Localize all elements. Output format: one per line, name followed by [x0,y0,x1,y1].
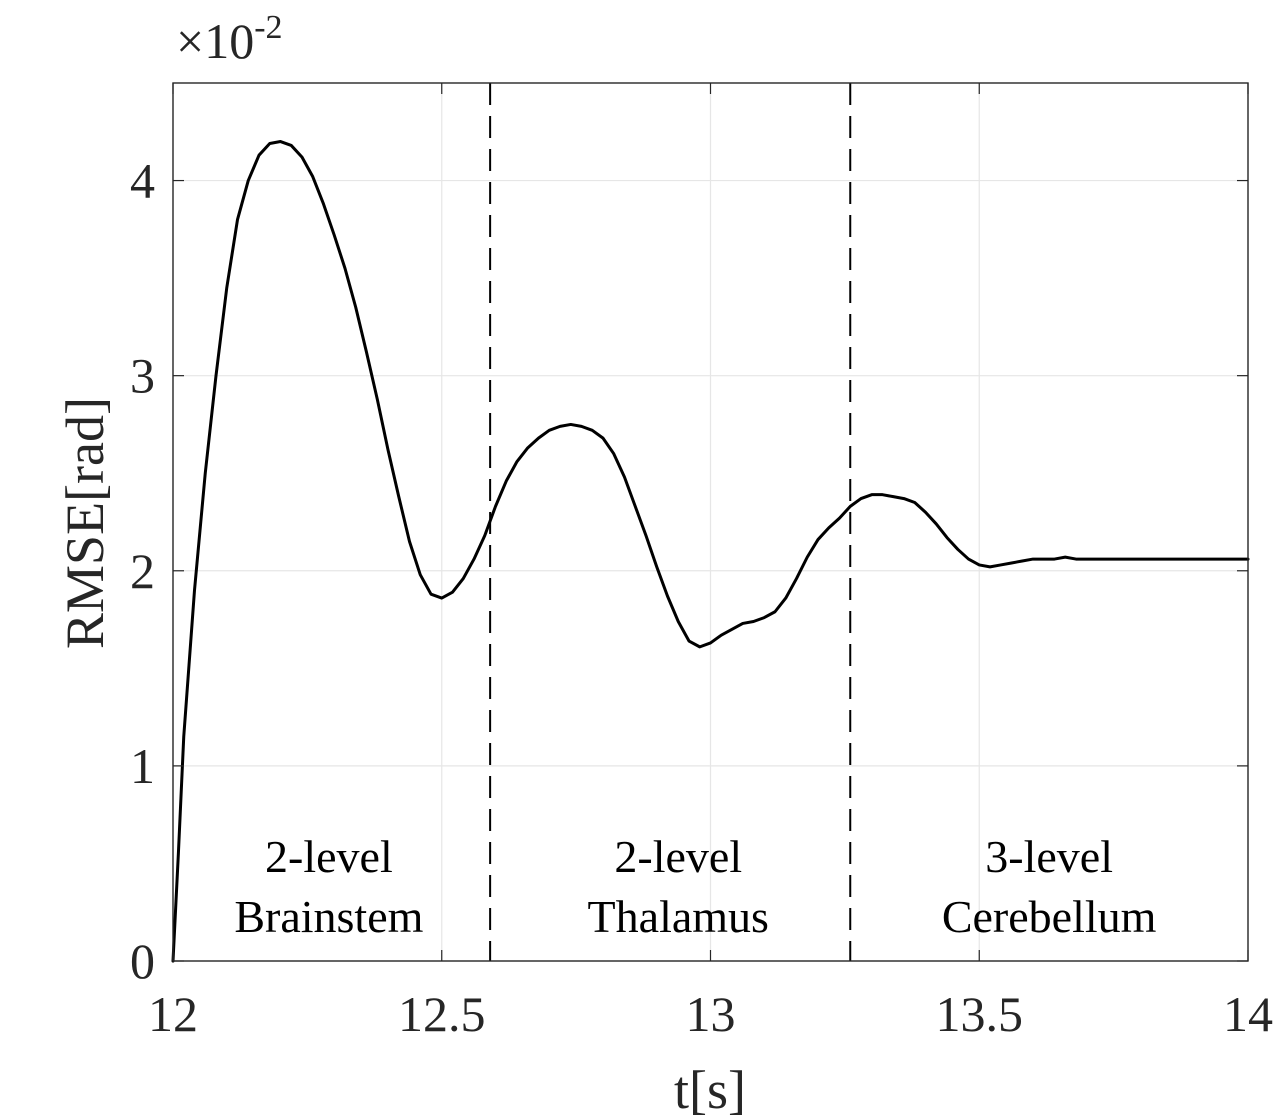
series-line-rmse [171,140,1250,963]
y-tick-label: 1 [130,738,155,794]
grid [172,83,1249,962]
region-cerebellum-line-2: Cerebellum [942,891,1157,942]
y-exponent-power: -2 [254,9,282,46]
x-tick-label: 13 [686,986,736,1042]
x-axis-label: t[s] [674,1060,746,1120]
series-layer [171,140,1250,963]
x-tick-label: 13.5 [936,986,1024,1042]
x-tick-label: 14 [1223,986,1273,1042]
y-axis-label: RMSE[rad] [55,397,115,649]
y-tick-label: 0 [130,933,155,989]
x-tick-label: 12.5 [398,986,486,1042]
region-brainstem-line-1: 2-level [265,831,393,882]
y-tick-label: 2 [130,543,155,599]
region-cerebellum-line-1: 3-level [985,831,1113,882]
region-thalamus-line-2: Thalamus [588,891,769,942]
y-tick-label: 3 [130,348,155,404]
y-exponent-base: ×10 [176,13,254,69]
region-boundaries [489,83,852,961]
y-exponent-label: ×10-2 [176,9,283,69]
region-annotations: 2-level Brainstem 2-level Thalamus 3-level Ce… [234,831,1156,942]
y-tick-label: 4 [130,153,155,209]
region-thalamus-line-1: 2-level [614,831,742,882]
region-brainstem-line-2: Brainstem [234,891,423,942]
x-tick-label: 12 [148,986,198,1042]
